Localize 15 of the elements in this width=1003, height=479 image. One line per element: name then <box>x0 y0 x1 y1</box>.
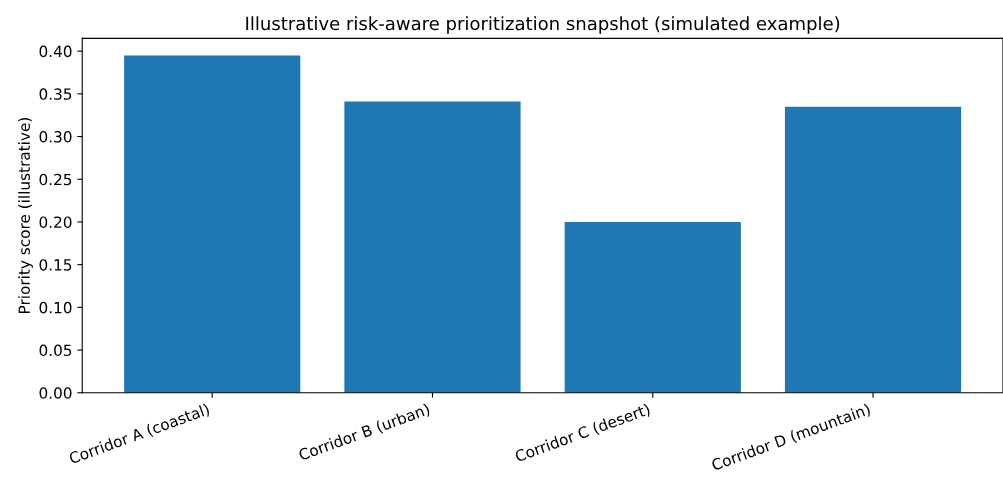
bar <box>344 101 521 393</box>
chart-title: Illustrative risk-aware prioritization snapshot (simulated example) <box>246 16 840 34</box>
y-tick-label: 0.15 <box>39 259 72 271</box>
y-axis-title: Priority score (illustrative) <box>18 117 33 313</box>
bar <box>784 106 962 393</box>
y-tick-label: 0.00 <box>39 387 72 399</box>
y-tick-label: 0.40 <box>39 45 72 58</box>
y-tick-label: 0.20 <box>39 216 72 228</box>
bar <box>564 221 741 393</box>
y-tick-label: 0.10 <box>39 301 72 314</box>
y-tick-label: 0.25 <box>39 173 72 186</box>
y-tick-label: 0.35 <box>39 88 72 100</box>
y-tick-label: 0.05 <box>39 344 72 357</box>
y-tick-label: 0.30 <box>39 131 72 143</box>
bar <box>124 55 301 393</box>
